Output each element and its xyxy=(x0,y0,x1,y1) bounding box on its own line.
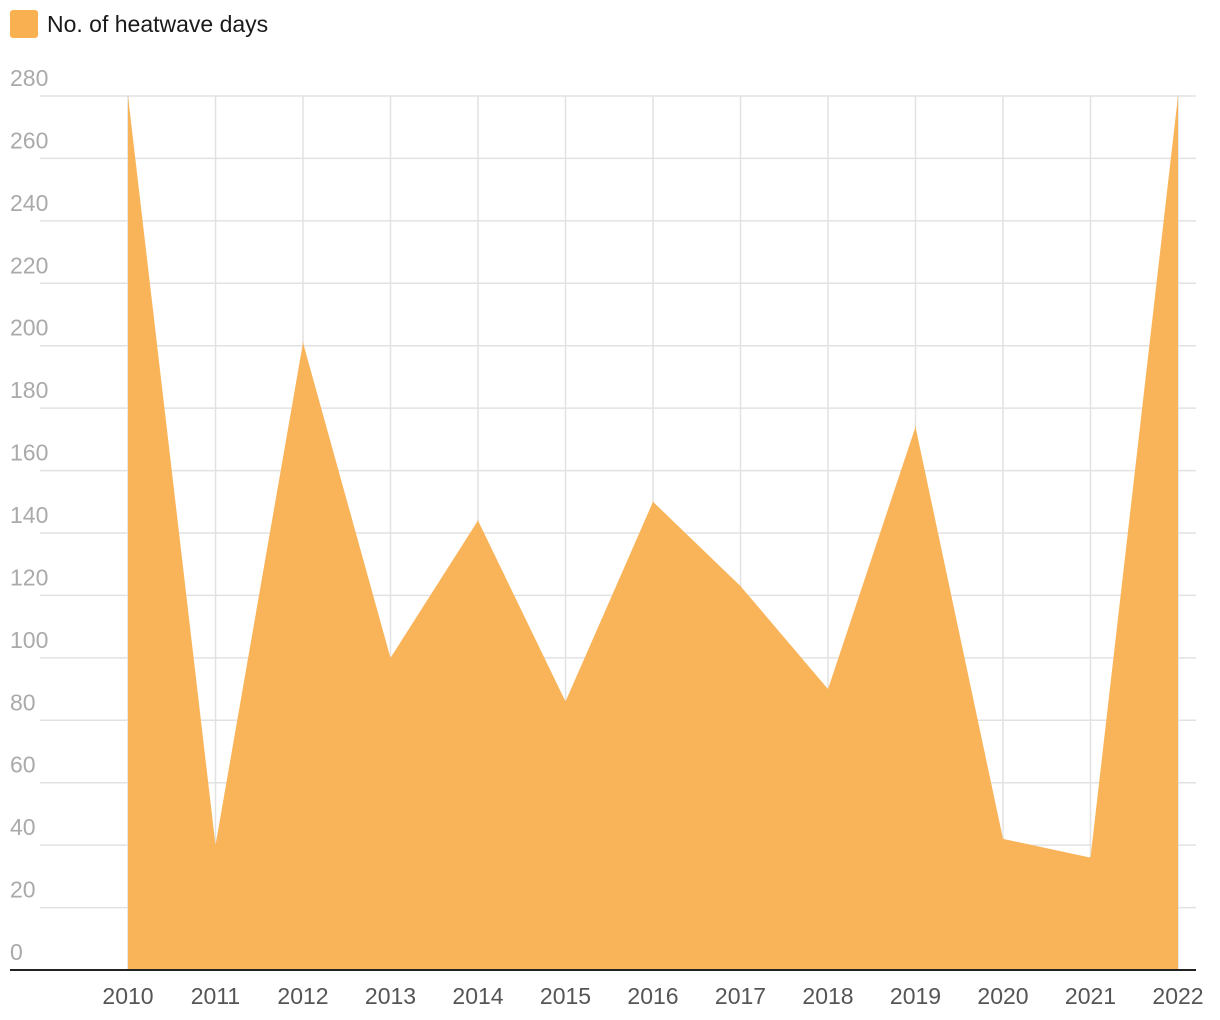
x-tick-label: 2015 xyxy=(540,983,591,1009)
y-tick-label: 20 xyxy=(10,877,36,903)
x-tick-label: 2014 xyxy=(452,983,503,1009)
x-tick-label: 2012 xyxy=(277,983,328,1009)
data-point xyxy=(127,95,129,97)
data-point xyxy=(740,585,741,587)
x-tick-label: 2022 xyxy=(1152,983,1203,1009)
y-tick-label: 100 xyxy=(10,627,48,653)
x-tick-label: 2018 xyxy=(802,983,853,1009)
y-tick-label: 140 xyxy=(10,502,48,528)
x-tick-label: 2021 xyxy=(1065,983,1116,1009)
data-point xyxy=(565,701,566,703)
x-tick-label: 2020 xyxy=(977,983,1028,1009)
x-tick-label: 2017 xyxy=(715,983,766,1009)
y-tick-label: 280 xyxy=(10,65,48,91)
data-point xyxy=(302,342,304,344)
y-tick-label: 160 xyxy=(10,440,48,466)
y-tick-label: 40 xyxy=(10,814,36,840)
data-point xyxy=(827,688,829,690)
legend-swatch xyxy=(10,10,38,38)
y-tick-label: 180 xyxy=(10,377,48,403)
y-tick-label: 120 xyxy=(10,564,48,590)
y-tick-label: 240 xyxy=(10,190,48,216)
data-point xyxy=(915,426,916,428)
x-tick-label: 2013 xyxy=(365,983,416,1009)
x-tick-label: 2019 xyxy=(890,983,941,1009)
data-point xyxy=(215,844,216,846)
data-point xyxy=(477,520,479,522)
y-tick-label: 220 xyxy=(10,252,48,278)
x-tick-label: 2011 xyxy=(191,983,240,1009)
x-tick-label: 2016 xyxy=(627,983,678,1009)
y-tick-label: 80 xyxy=(10,689,36,715)
data-point xyxy=(652,501,654,503)
x-tick-label: 2010 xyxy=(102,983,153,1009)
y-tick-label: 60 xyxy=(10,752,36,778)
y-tick-label: 200 xyxy=(10,315,48,341)
data-point xyxy=(1090,857,1091,859)
area-series xyxy=(128,96,1178,970)
y-tick-label: 0 xyxy=(10,939,23,965)
legend: No. of heatwave days xyxy=(10,10,268,38)
legend-label: No. of heatwave days xyxy=(47,10,269,37)
data-point xyxy=(390,657,391,659)
data-point xyxy=(1177,95,1179,97)
data-point xyxy=(1002,838,1004,840)
y-tick-label: 260 xyxy=(10,127,48,153)
